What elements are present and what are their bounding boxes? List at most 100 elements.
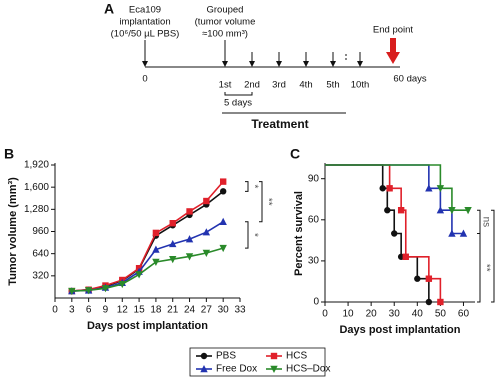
- marker: [448, 229, 456, 237]
- label: implantation: [119, 17, 170, 28]
- x-tick-label: 40: [412, 309, 424, 320]
- marker: [448, 207, 456, 215]
- y-tick-label: 1,280: [24, 204, 49, 215]
- y-tick-label: 90: [308, 173, 320, 184]
- legend-marker: [270, 352, 278, 360]
- x-tick-label: 0: [322, 309, 328, 320]
- y-axis-label: Percent survival: [293, 191, 305, 276]
- marker: [414, 275, 421, 282]
- dose-label: 3rd: [272, 80, 286, 91]
- legend-marker: [200, 352, 208, 360]
- survival-step: [325, 164, 469, 212]
- y-axis-label: Tumor volume (mm³): [7, 177, 19, 286]
- label: (tumor volume: [195, 17, 256, 28]
- marker: [152, 258, 160, 266]
- label: 60 days: [393, 74, 427, 85]
- arrow-head: [357, 61, 363, 67]
- label: End point: [373, 25, 414, 36]
- marker: [202, 228, 211, 236]
- panel-a: A Eca109 implantation (10⁶/50 µL PBS) Gr…: [104, 1, 427, 131]
- significance-label: *: [248, 185, 259, 189]
- significance-bracket: [491, 209, 495, 303]
- label: (10⁶/50 µL PBS): [111, 29, 180, 40]
- marker: [464, 207, 472, 215]
- arrow-head: [222, 61, 228, 67]
- marker: [152, 229, 160, 237]
- significance-bracket: [245, 181, 249, 192]
- x-tick-label: 0: [52, 305, 58, 316]
- y-tick-label: 0: [313, 297, 319, 308]
- panel-label: B: [4, 146, 14, 162]
- x-tick-label: 60: [458, 309, 470, 320]
- marker: [185, 235, 194, 243]
- x-tick-label: 33: [234, 305, 246, 316]
- label: 0: [142, 74, 147, 85]
- marker: [68, 287, 76, 296]
- dose-label: 4th: [299, 80, 312, 91]
- significance-bracket: [259, 181, 263, 223]
- label: ≈100 mm³): [202, 29, 248, 40]
- marker: [219, 244, 227, 253]
- legend-label: HCS–Dox: [286, 364, 330, 375]
- marker: [84, 287, 93, 295]
- x-axis-label: Days post implantation: [87, 320, 208, 332]
- x-tick-label: 24: [184, 305, 196, 316]
- label: Eca109: [129, 5, 161, 16]
- significance-bracket: [245, 221, 249, 249]
- y-tick-label: 960: [32, 226, 49, 237]
- marker: [437, 298, 444, 306]
- survival-step: [325, 164, 442, 302]
- label: Grouped: [207, 5, 244, 16]
- y-tick-label: 320: [32, 270, 49, 281]
- marker: [386, 185, 393, 192]
- marker: [379, 185, 386, 192]
- x-tick-label: 30: [389, 309, 401, 320]
- bracket: [224, 92, 253, 96]
- dose-label: 1st: [219, 80, 232, 91]
- dose-label: 2nd: [244, 80, 260, 91]
- marker: [169, 256, 177, 264]
- x-tick-label: 21: [167, 305, 179, 316]
- x-tick-label: 50: [435, 309, 447, 320]
- panel-label: A: [104, 1, 114, 17]
- marker: [185, 253, 194, 261]
- series-line: [71, 247, 224, 292]
- x-tick-label: 27: [201, 305, 213, 316]
- y-tick-label: 1,600: [24, 182, 49, 193]
- marker: [152, 245, 160, 253]
- marker: [219, 217, 227, 226]
- x-axis-label: Days post implantation: [339, 324, 460, 336]
- series-line: [71, 190, 224, 292]
- label: Treatment: [251, 117, 308, 131]
- x-tick-label: 9: [103, 305, 109, 316]
- significance-bracket: [477, 209, 481, 234]
- significance-bracket: [477, 233, 481, 303]
- marker: [425, 184, 433, 192]
- dose-label: 10th: [351, 80, 370, 91]
- marker: [169, 239, 177, 248]
- x-tick-label: 3: [69, 305, 75, 316]
- y-tick-label: 30: [308, 256, 320, 267]
- marker: [203, 197, 210, 205]
- x-tick-label: 18: [150, 305, 162, 316]
- legend-label: Free Dox: [216, 364, 257, 375]
- x-tick-label: 10: [343, 309, 355, 320]
- marker: [425, 298, 433, 306]
- marker: [101, 285, 110, 293]
- label: 5 days: [224, 98, 252, 109]
- x-tick-label: 20: [366, 309, 378, 320]
- legend-marker: [200, 365, 208, 373]
- end-arrow-head: [386, 52, 400, 64]
- legend-label: HCS: [286, 351, 307, 362]
- significance-label: ***: [494, 250, 500, 262]
- dose-label: 5th: [326, 80, 339, 91]
- end-arrow: [390, 38, 396, 52]
- marker: [436, 185, 445, 193]
- marker: [219, 188, 227, 195]
- arrow-head: [276, 61, 282, 67]
- significance-label: *: [248, 233, 259, 237]
- x-tick-label: 6: [86, 305, 92, 316]
- marker: [436, 206, 445, 214]
- panel-label: C: [290, 146, 300, 162]
